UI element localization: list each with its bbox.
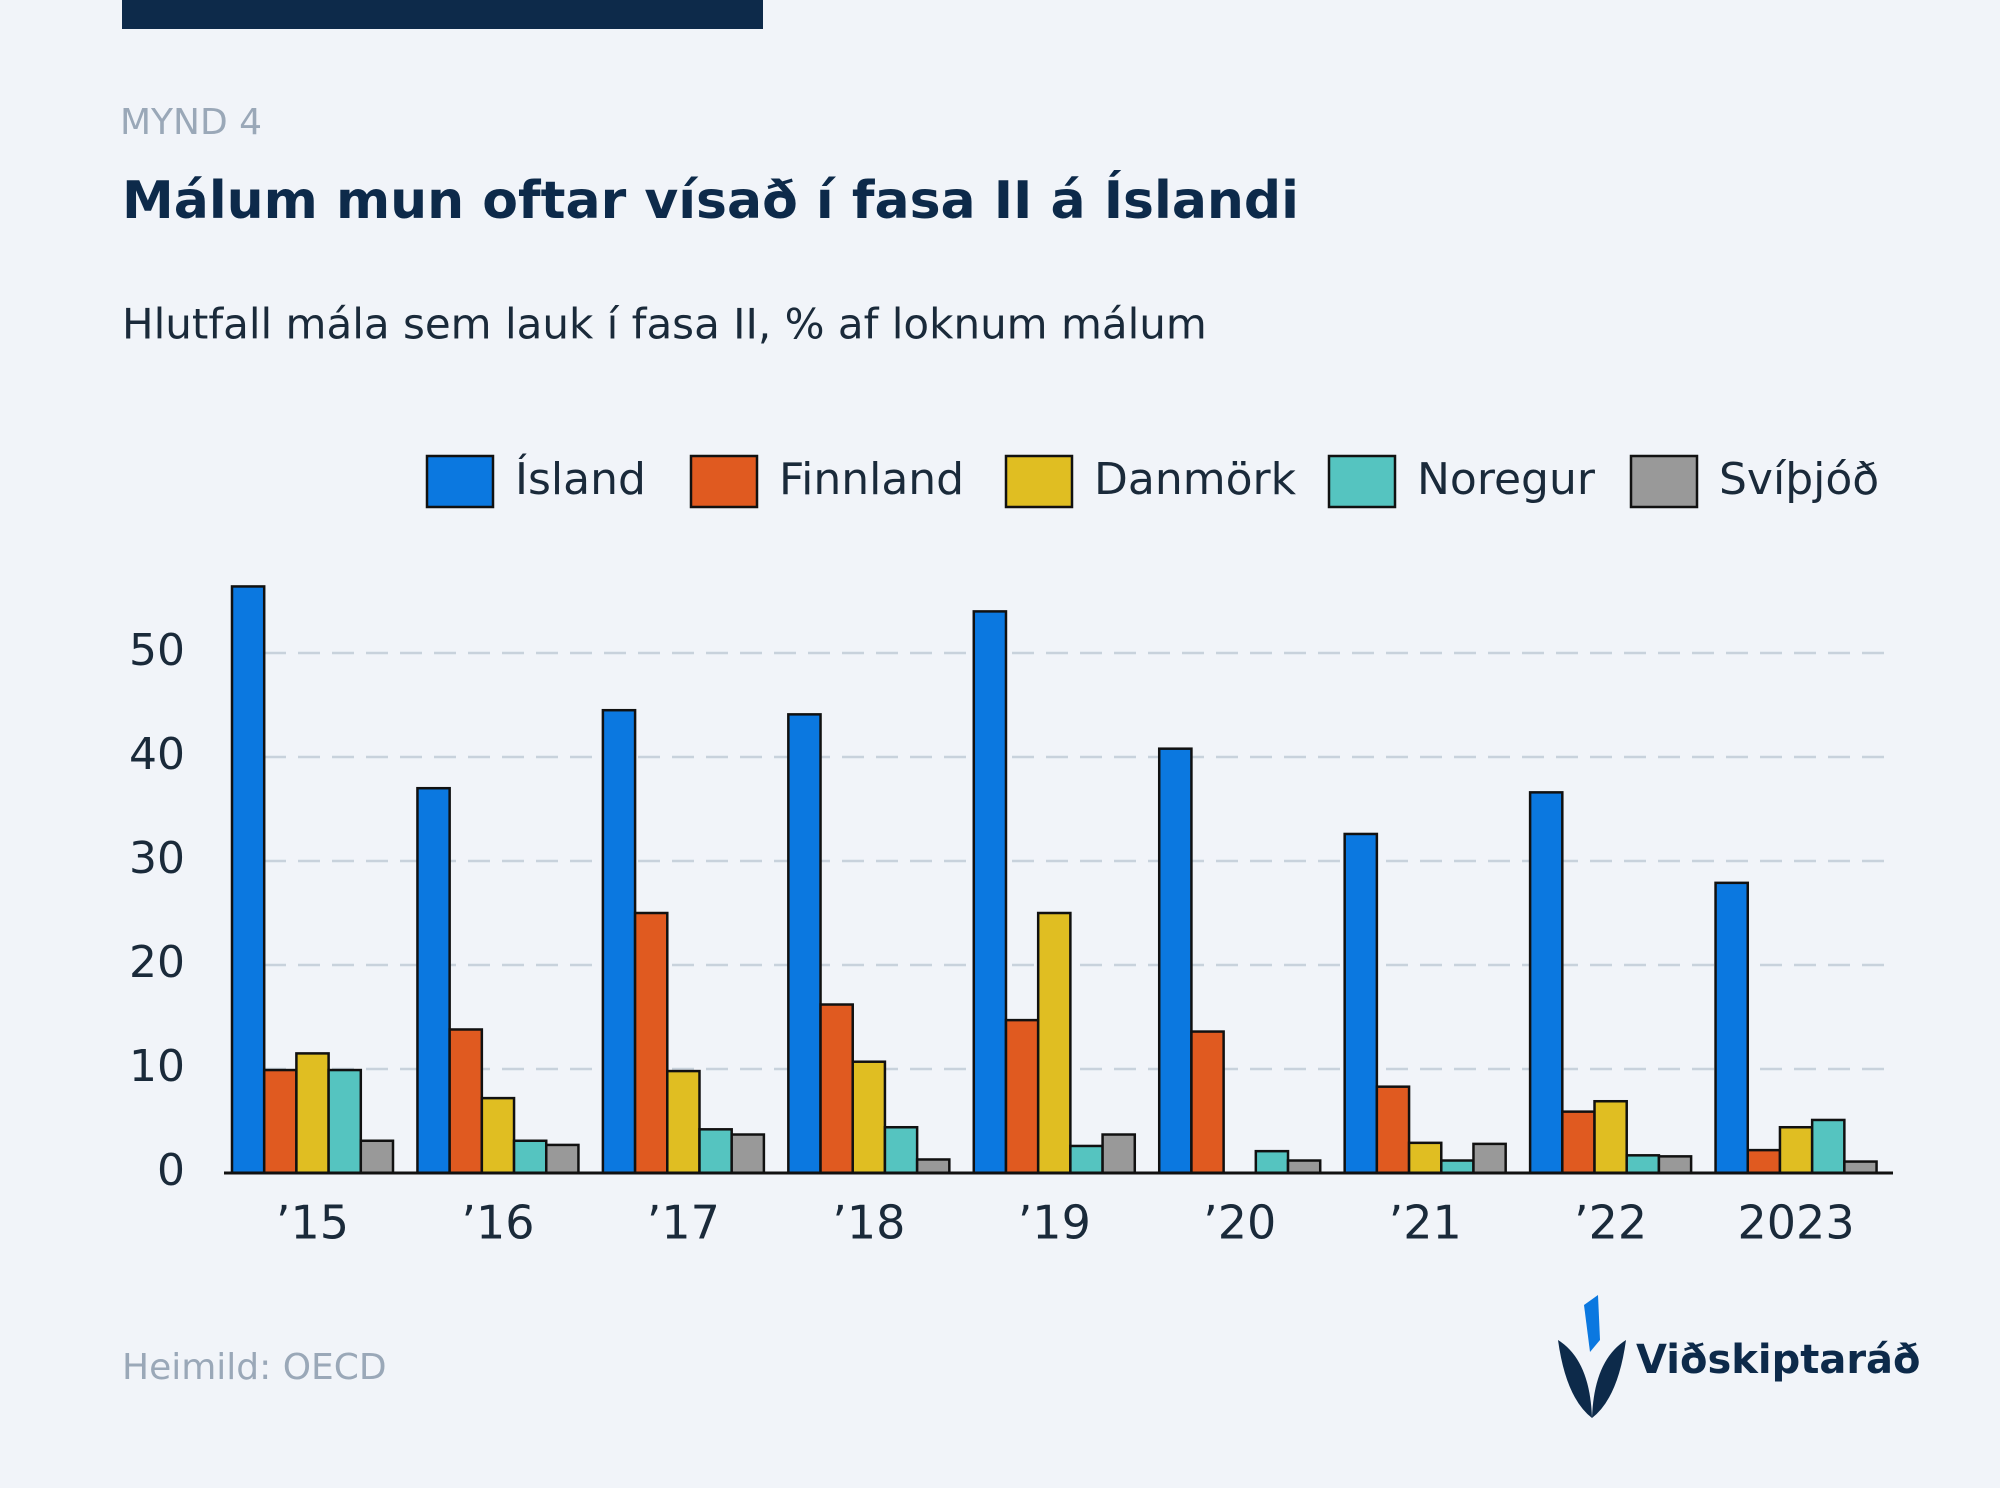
logo: Viðskiptaráð [1558,1295,1921,1418]
bar [1004,1018,1040,1175]
x-tick-label: ’22 [1574,1196,1647,1250]
bar [601,708,637,1175]
bar [1157,747,1193,1175]
bar [1810,1118,1846,1175]
legend-label: Finnland [779,454,964,505]
bar [730,1133,766,1175]
x-tick-label: ’21 [1389,1196,1462,1250]
bar [1843,1160,1878,1175]
legend-label: Ísland [515,452,646,505]
logo-leaf [1592,1340,1626,1418]
x-tick-label: ’16 [461,1196,534,1250]
x-tick-label: ’20 [1203,1196,1276,1250]
bar [1778,1125,1814,1175]
bar [1625,1154,1661,1175]
legend-label: Noregur [1417,454,1596,505]
bar [633,911,669,1175]
bar [666,1069,701,1175]
bar [972,610,1008,1175]
y-tick-label: 10 [129,1041,185,1092]
bar [883,1125,919,1175]
bar [1375,1085,1411,1175]
bar [787,713,822,1175]
legend-swatch [1629,454,1699,509]
bar [1036,911,1072,1175]
bar [1254,1149,1290,1175]
x-tick-label: ’15 [276,1196,349,1250]
brand: Viðskiptaráð [1636,1337,1921,1383]
bar [1101,1133,1137,1175]
bar [1746,1148,1782,1175]
bar [295,1052,330,1175]
bar [327,1068,363,1175]
bar [1472,1142,1507,1175]
bar [544,1143,580,1175]
chart-subtitle: Hlutfall mála sem lauk í fasa II, % af l… [122,300,1207,349]
x-tick-label: 2023 [1738,1196,1855,1250]
x-tick-label: ’18 [832,1196,905,1250]
y-tick-label: 20 [129,937,185,988]
bar [1714,881,1750,1175]
bar [915,1158,951,1175]
bar [1528,791,1564,1175]
bar [851,1060,887,1175]
bar [1657,1155,1693,1175]
legend-swatch [1004,454,1074,509]
top-bar [122,0,763,29]
x-tick-label: ’17 [647,1196,720,1250]
bar [416,786,451,1175]
bar [1069,1144,1104,1175]
legend-label: Danmörk [1094,454,1297,505]
legend-swatch [425,454,495,509]
bar [819,1003,854,1175]
y-tick-label: 50 [129,625,185,676]
y-tick-label: 40 [129,729,185,780]
bar [1561,1110,1596,1175]
x-tick-label: ’19 [1018,1196,1091,1250]
bar [1440,1159,1475,1175]
chart-title: Málum mun oftar vísað í fasa II á Ísland… [122,170,1299,231]
bar [1343,832,1379,1175]
bar [1286,1159,1322,1175]
legend-swatch [689,454,759,509]
y-tick-label: 0 [157,1145,185,1196]
legend-swatch [1327,454,1397,509]
bar [230,585,266,1175]
bar [448,1028,484,1175]
source: Heimild: OECD [122,1347,387,1388]
bar [262,1068,298,1175]
logo-leaf [1584,1295,1600,1352]
legend-label: Svíþjóð [1719,454,1879,505]
bar [1407,1141,1443,1175]
figure-label: MYND 4 [120,102,262,143]
bar [512,1139,548,1175]
bar [1593,1099,1628,1175]
bar [1190,1030,1225,1175]
logo-leaf [1558,1340,1592,1418]
bar [359,1139,395,1175]
bar [698,1128,733,1175]
bar [480,1096,516,1175]
y-tick-label: 30 [129,833,185,884]
